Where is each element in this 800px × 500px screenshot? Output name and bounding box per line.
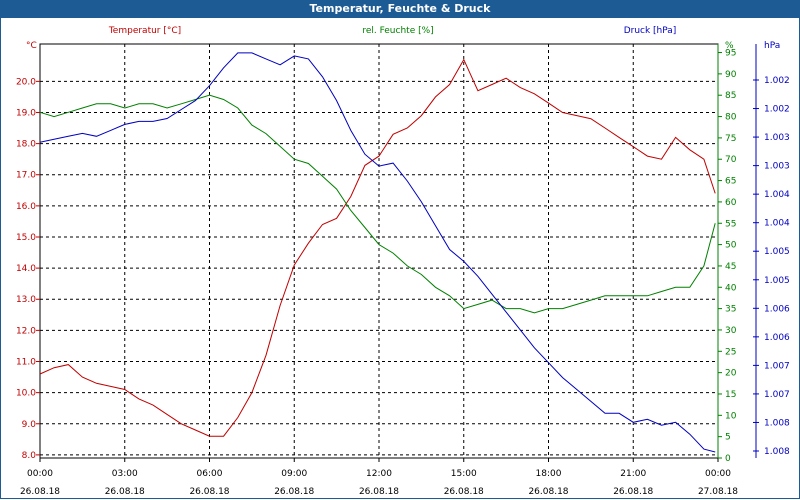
humidity-tick-label: 65 bbox=[725, 177, 736, 187]
pressure-tick-label: 1.005 bbox=[764, 276, 790, 286]
temperature-unit: °C bbox=[26, 41, 37, 51]
humidity-tick-label: 70 bbox=[725, 155, 737, 165]
pressure-tick-label: 1.006 bbox=[764, 333, 790, 343]
x-tick-label-time: 18:00 bbox=[536, 469, 562, 479]
pressure-axis-label: Druck [hPa] bbox=[624, 26, 677, 36]
pressure-tick-label: 1.008 bbox=[764, 418, 790, 428]
x-tick-label-time: 06:00 bbox=[197, 469, 223, 479]
series-line-temperature bbox=[39, 58, 716, 437]
chart-title: Temperatur, Feuchte & Druck bbox=[0, 0, 800, 18]
humidity-tick-label: 25 bbox=[725, 347, 736, 357]
humidity-unit: % bbox=[725, 41, 734, 51]
series-lines bbox=[39, 52, 716, 453]
x-tick-label-date: 26.08.18 bbox=[528, 487, 568, 497]
temperature-tick-label: 8.0 bbox=[22, 451, 37, 461]
x-tick-label-date: 26.08.18 bbox=[274, 487, 314, 497]
humidity-tick-label: 80 bbox=[725, 113, 737, 123]
humidity-tick-label: 30 bbox=[725, 326, 737, 336]
humidity-tick-label: 15 bbox=[725, 390, 736, 400]
pressure-tick-label: 1.002 bbox=[764, 105, 790, 115]
x-tick-label-time: 00:00 bbox=[27, 469, 53, 479]
temperature-tick-label: 16.0 bbox=[16, 202, 36, 212]
x-tick-label-date: 26.08.18 bbox=[105, 487, 145, 497]
temperature-tick-label: 10.0 bbox=[16, 389, 36, 399]
humidity-axis-label: rel. Feuchte [%] bbox=[362, 26, 433, 36]
humidity-tick-label: 35 bbox=[725, 305, 736, 315]
pressure-tick-label: 1.002 bbox=[764, 76, 790, 86]
temperature-axis-label: Temperatur [°C] bbox=[108, 26, 181, 36]
humidity-tick-label: 55 bbox=[725, 219, 736, 229]
x-tick-label-time: 12:00 bbox=[366, 469, 392, 479]
humidity-tick-label: 85 bbox=[725, 91, 736, 101]
humidity-tick-label: 90 bbox=[725, 70, 737, 80]
temperature-tick-label: 17.0 bbox=[16, 171, 36, 181]
pressure-axis: 1.008 1.008 1.007 1.007 1.006 1.006 1.005 1.005… bbox=[753, 41, 790, 458]
series-line-pressure bbox=[39, 52, 716, 453]
x-tick-label-date: 26.08.18 bbox=[189, 487, 229, 497]
humidity-tick-label: 50 bbox=[725, 241, 737, 251]
x-tick-label-time: 15:00 bbox=[451, 469, 477, 479]
x-tick-label-time: 21:00 bbox=[620, 469, 646, 479]
temperature-tick-label: 12.0 bbox=[16, 326, 36, 336]
humidity-tick-label: 0 bbox=[725, 454, 731, 464]
pressure-tick-label: 1.004 bbox=[764, 190, 790, 200]
temperature-tick-label: 13.0 bbox=[16, 295, 36, 305]
humidity-axis: 0 5 10 15 20 25 30 35 40 45 50 55 60 65 70 75 80 85 90 95% bbox=[717, 41, 737, 464]
x-tick-label-date: 26.08.18 bbox=[613, 487, 653, 497]
pressure-tick-label: 1.007 bbox=[764, 361, 790, 371]
x-tick-label-date: 26.08.18 bbox=[359, 487, 399, 497]
humidity-tick-label: 75 bbox=[725, 134, 736, 144]
temperature-tick-label: 15.0 bbox=[16, 233, 36, 243]
x-tick-label-date: 27.08.18 bbox=[698, 487, 738, 497]
x-tick-label-date: 26.08.18 bbox=[444, 487, 484, 497]
x-tick-label-time: 09:00 bbox=[281, 469, 307, 479]
pressure-tick-label: 1.008 bbox=[764, 447, 790, 457]
x-tick-label-time: 03:00 bbox=[112, 469, 138, 479]
humidity-tick-label: 95 bbox=[725, 49, 736, 59]
pressure-tick-label: 1.007 bbox=[764, 390, 790, 400]
humidity-tick-label: 40 bbox=[725, 283, 737, 293]
temperature-tick-label: 9.0 bbox=[22, 420, 37, 430]
pressure-tick-label: 1.004 bbox=[764, 219, 790, 229]
pressure-tick-label: 1.006 bbox=[764, 304, 790, 314]
grid bbox=[39, 43, 719, 459]
series-line-humidity bbox=[39, 94, 716, 314]
x-axis: 00:00 26.08.18 03:00 26.08.18 06:00 26.08.18 0… bbox=[20, 458, 738, 497]
pressure-tick-label: 1.003 bbox=[764, 162, 790, 172]
x-tick-label-date: 26.08.18 bbox=[20, 487, 60, 497]
pressure-unit: hPa bbox=[764, 41, 780, 51]
pressure-tick-label: 1.005 bbox=[764, 247, 790, 257]
temperature-tick-label: 20.0 bbox=[16, 77, 36, 87]
temperature-tick-label: 11.0 bbox=[16, 358, 36, 368]
temperature-axis: 8.0 9.0 10.0 11.0 12.0 13.0 14.0 15.0 16.0 17.0 18… bbox=[16, 41, 40, 461]
humidity-tick-label: 5 bbox=[725, 433, 731, 443]
humidity-tick-label: 20 bbox=[725, 369, 737, 379]
axis-labels: Temperatur [°C] rel. Feuchte [%] Druck [hP… bbox=[108, 26, 676, 36]
temperature-tick-label: 18.0 bbox=[16, 140, 36, 150]
x-tick-label-time: 00:00 bbox=[705, 469, 731, 479]
temperature-tick-label: 14.0 bbox=[16, 264, 36, 274]
humidity-tick-label: 60 bbox=[725, 198, 737, 208]
humidity-tick-label: 45 bbox=[725, 262, 736, 272]
humidity-tick-label: 10 bbox=[725, 411, 737, 421]
pressure-tick-label: 1.003 bbox=[764, 133, 790, 143]
temperature-tick-label: 19.0 bbox=[16, 108, 36, 118]
